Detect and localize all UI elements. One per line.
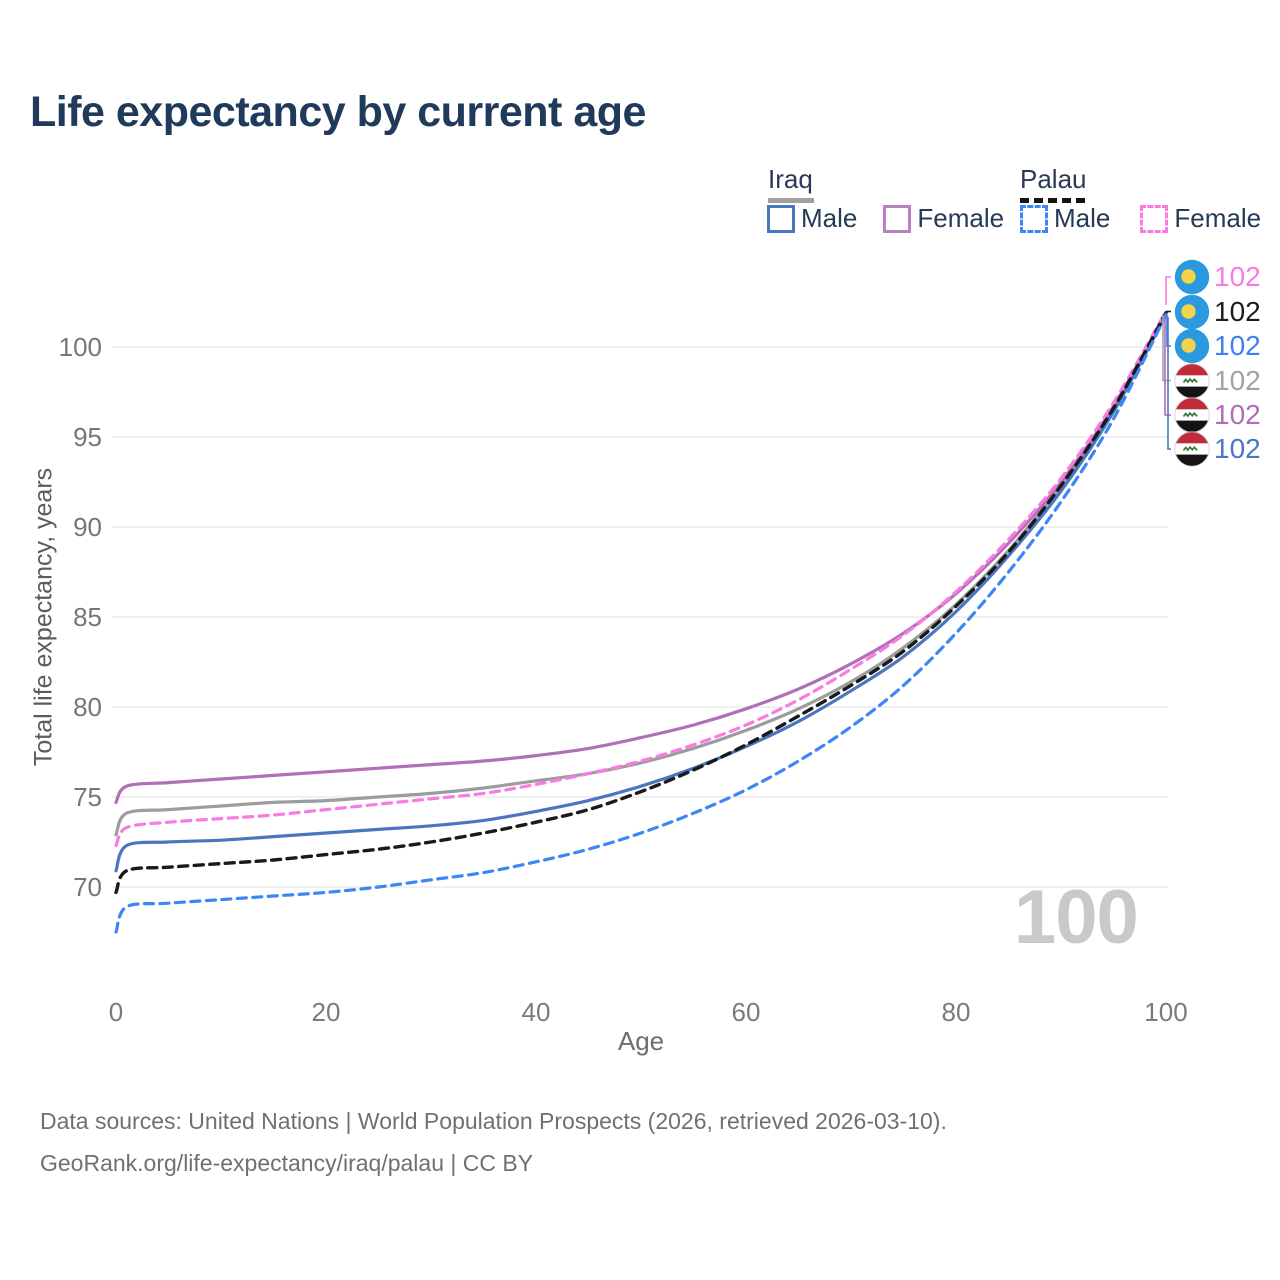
legend-item-label: Male [1054,203,1111,233]
y-tick-label-80: 80 [73,692,102,722]
legend-item-iraq-male[interactable]: Male [767,203,857,234]
series-line-iraq-both-sexes[interactable] [114,311,1168,837]
legend-item-iraq-female[interactable]: Female [883,203,1004,234]
data-source-text: Data sources: United Nations | World Pop… [40,1108,947,1134]
legend-items-palau: Male Female [1020,203,1261,234]
legend-item-palau-female[interactable]: Female [1140,203,1261,234]
attribution-link-text[interactable]: GeoRank.org/life-expectancy/iraq/palau |… [40,1150,534,1176]
legend-group-palau: Palau [1020,164,1087,203]
x-tick-label-60: 60 [731,997,761,1027]
series-line-palau-female[interactable] [114,309,1168,848]
y-tick-label-85: 85 [73,602,102,632]
legend-group-title: Palau [1020,164,1087,194]
iraq-male-swatch-icon [767,204,795,233]
series-line-palau-male[interactable] [114,313,1168,934]
iraq-flag-icon [1174,431,1210,467]
end-label-value: 102 [1214,364,1261,396]
end-label-iraq-both-sexes: 102 [1174,362,1261,399]
palau-flag-icon [1174,328,1210,364]
x-tick-label-0: 0 [108,997,124,1027]
y-tick-label-95: 95 [73,422,102,452]
end-label-palau-both-sexes: 102 [1174,294,1261,330]
palau-flag-icon [1174,259,1210,295]
end-label-leader-palau-male [1166,315,1171,347]
palau-flag-icon [1174,294,1210,329]
end-label-iraq-female: 102 [1174,397,1261,433]
end-label-palau-male: 102 [1174,328,1261,364]
iraq-flag-icon [1174,362,1210,399]
x-tick-label-80: 80 [941,997,971,1027]
page-title: Life expectancy by current age [30,88,646,136]
end-label-leader-palau-female [1165,276,1171,305]
end-label-palau-female: 102 [1174,259,1261,295]
legend-group-title: Iraq [768,164,813,194]
legend-group-iraq: Iraq [768,164,814,203]
legend-item-label: Female [917,203,1005,233]
y-tick-label-75: 75 [73,782,102,812]
legend-item-label: Female [1174,203,1262,233]
legend-underline-iraq [768,198,814,203]
end-label-value: 102 [1214,330,1261,361]
legend-item-palau-male[interactable]: Male [1020,203,1110,234]
end-label-value: 102 [1214,295,1261,327]
end-label-value: 102 [1214,261,1261,292]
y-tick-label-100: 100 [58,332,102,362]
legend-items-iraq: Male Female [767,203,1004,234]
series-line-iraq-female[interactable] [114,311,1168,804]
series-line-iraq-male[interactable] [114,313,1168,873]
end-label-value: 102 [1214,399,1261,430]
legend-underline-palau [1020,198,1086,203]
end-label-leader-iraq-female [1164,317,1171,416]
end-label-value: 102 [1214,433,1261,464]
x-tick-label-20: 20 [311,997,341,1027]
x-tick-label-40: 40 [521,997,551,1027]
current-age-watermark: 100 [1014,875,1139,960]
x-tick-label-100: 100 [1144,997,1188,1027]
end-label-leader-iraq-male [1167,317,1171,450]
y-tick-label-90: 90 [73,512,102,542]
legend-item-label: Male [801,203,858,233]
palau-male-swatch-icon [1020,204,1048,233]
series-line-palau-both-sexes[interactable] [114,311,1168,895]
iraq-female-swatch-icon [883,204,912,233]
y-tick-label-70: 70 [73,872,102,902]
iraq-flag-icon [1174,397,1210,433]
x-axis-title: Age [617,1026,665,1056]
end-label-iraq-male: 102 [1174,431,1261,467]
palau-female-swatch-icon [1140,204,1169,233]
